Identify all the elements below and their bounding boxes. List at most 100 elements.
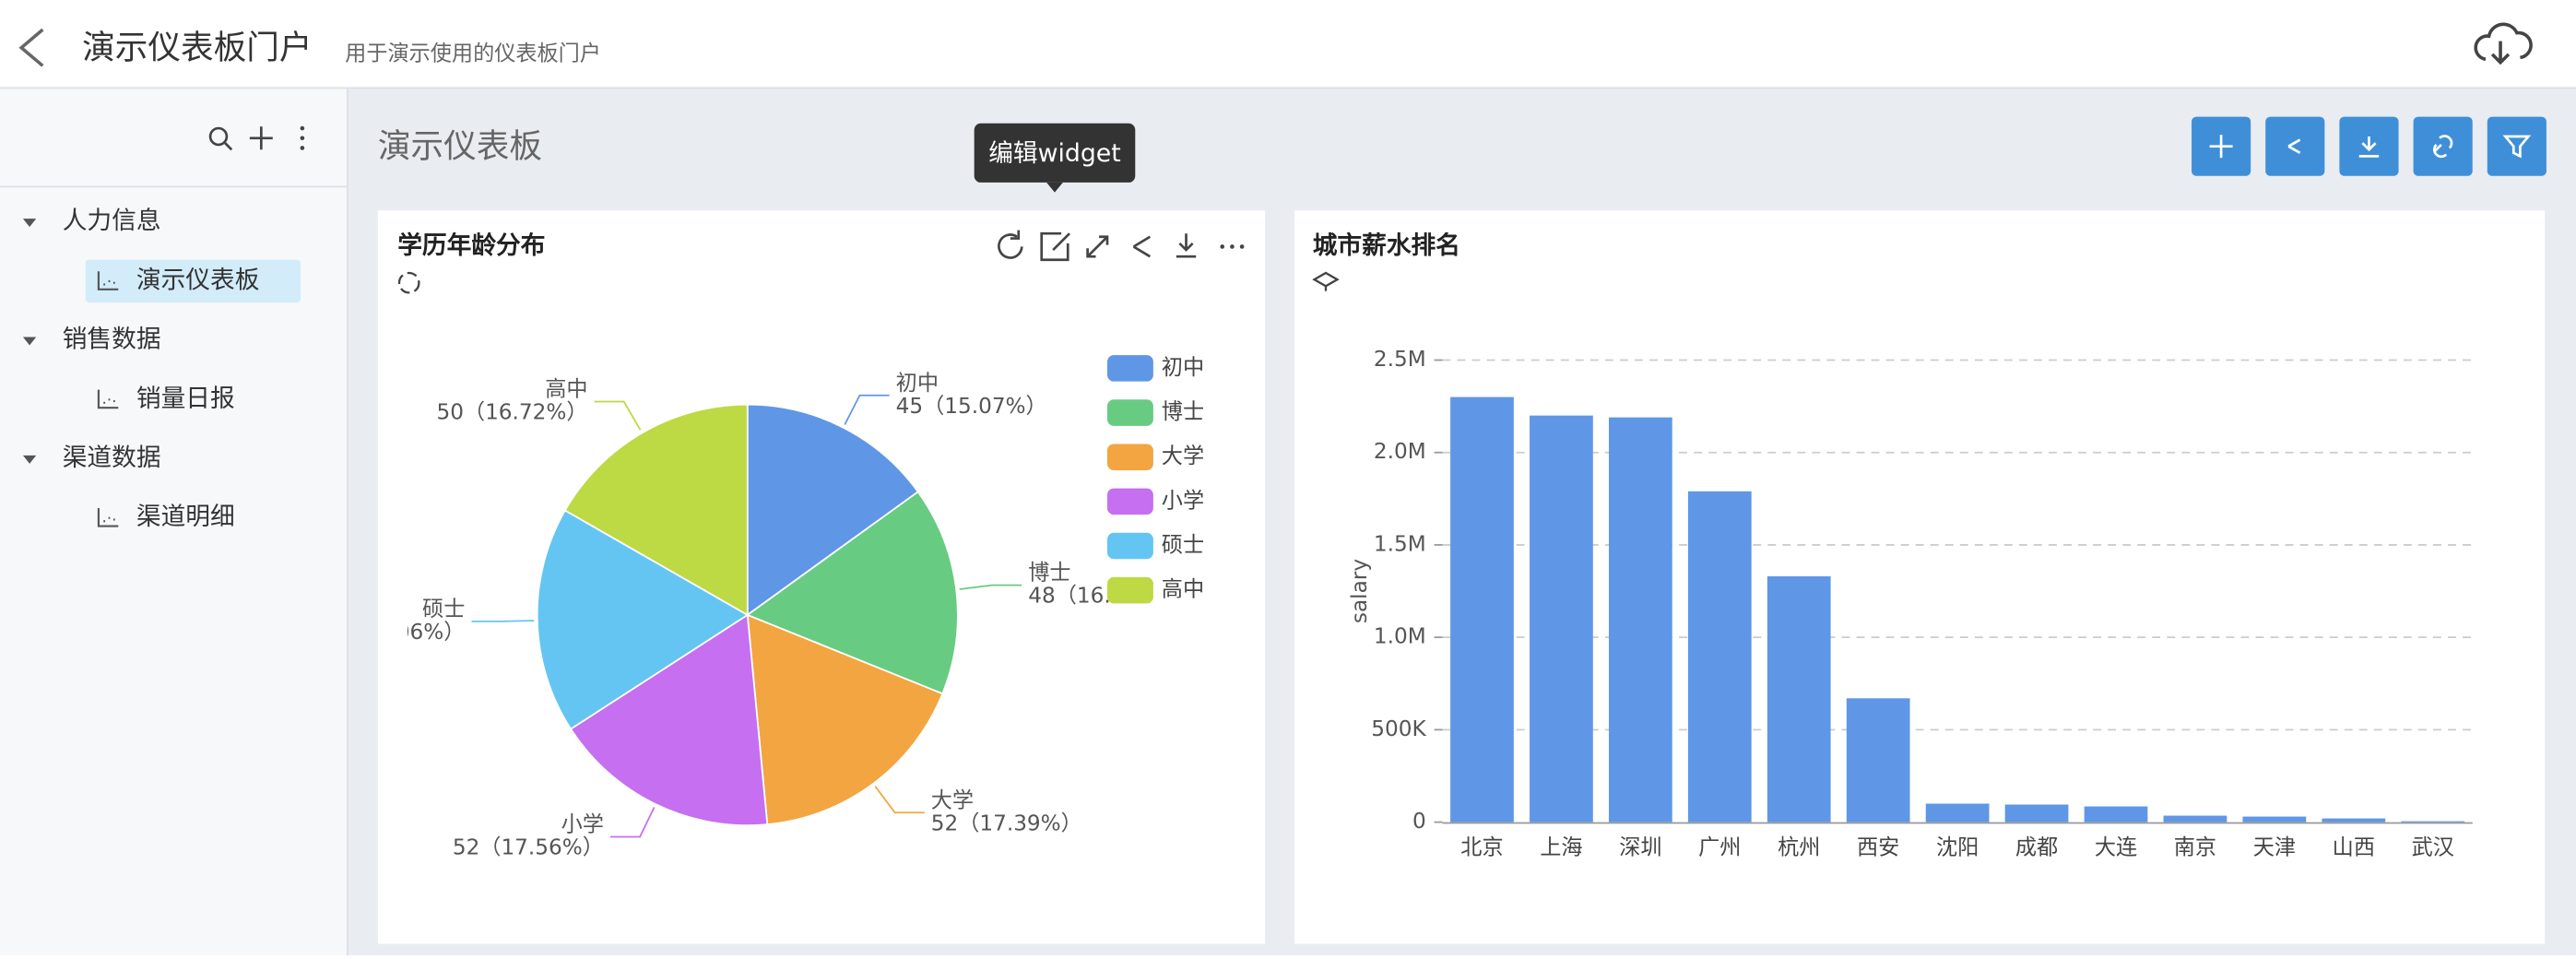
dashboard-title: 演示仪表板 xyxy=(378,127,542,165)
search-icon[interactable] xyxy=(208,126,229,147)
y-tick-label: 2.0M xyxy=(1374,439,1426,464)
bar xyxy=(2163,815,2227,823)
leader-line xyxy=(874,786,925,814)
bar xyxy=(1530,415,1593,823)
legend-label[interactable]: 大学 xyxy=(1162,444,1204,468)
legend-label[interactable]: 小学 xyxy=(1162,488,1204,513)
more-icon[interactable] xyxy=(300,125,305,150)
legend-label[interactable]: 高中 xyxy=(1162,577,1204,602)
group-label[interactable]: 人力信息 xyxy=(63,207,161,235)
bar xyxy=(1687,491,1752,823)
add-icon[interactable] xyxy=(249,126,273,150)
bar xyxy=(2242,816,2307,823)
pie-slice xyxy=(746,613,944,826)
leader-line xyxy=(844,394,890,425)
pie-slice xyxy=(569,613,769,826)
x-tick-label: 深圳 xyxy=(1619,835,1661,860)
expand-arrow[interactable] xyxy=(22,455,37,464)
item-label[interactable]: 演示仪表板 xyxy=(136,266,260,294)
download-cloud[interactable] xyxy=(2474,22,2533,65)
sidebar xyxy=(0,89,347,955)
legend-swatch[interactable] xyxy=(1106,399,1153,426)
bar xyxy=(1846,698,1910,823)
legend-label[interactable]: 初中 xyxy=(1162,355,1204,380)
slice-value-label: 06%） xyxy=(396,620,466,645)
x-tick-label: 大连 xyxy=(2095,835,2137,860)
bar xyxy=(2401,821,2465,823)
y-axis-label: salary xyxy=(1347,559,1372,623)
pie-labels: 初中45（15.07%）博士48（16.2大学52（17.39%）小学52（17… xyxy=(396,371,1125,860)
more-icon[interactable] xyxy=(1220,244,1245,249)
bar xyxy=(1450,397,1514,823)
toolbar-button[interactable] xyxy=(2413,116,2473,176)
slice-label: 小学 xyxy=(561,812,604,837)
slice-value-label: 50（16.72%） xyxy=(436,399,587,424)
x-tick-label: 上海 xyxy=(1540,835,1582,860)
leader-line xyxy=(959,584,1022,590)
refresh-icon[interactable] xyxy=(998,230,1023,259)
item-label[interactable]: 销量日报 xyxy=(136,385,235,413)
group-label[interactable]: 渠道数据 xyxy=(63,444,161,472)
back-button[interactable] xyxy=(18,28,44,67)
x-tick-label: 西安 xyxy=(1857,835,1899,860)
slice-value-label: 52（17.56%） xyxy=(453,835,604,860)
toolbar-icon xyxy=(2433,135,2453,159)
toolbar-button[interactable] xyxy=(2265,116,2325,176)
bar xyxy=(2322,818,2386,823)
bar xyxy=(2004,804,2069,823)
x-tick-label: 成都 xyxy=(2015,835,2058,860)
legend-swatch[interactable] xyxy=(1106,355,1153,382)
tooltip-text: 编辑widget xyxy=(988,139,1121,168)
header xyxy=(0,0,2576,88)
tooltip: 编辑widget xyxy=(974,123,1136,193)
share-icon[interactable] xyxy=(1132,235,1152,258)
legend-swatch[interactable] xyxy=(1106,532,1153,560)
download-icon[interactable] xyxy=(1176,233,1197,258)
slice-label: 高中 xyxy=(545,377,587,402)
chart-type-icon xyxy=(397,271,420,294)
y-tick-label: 500K xyxy=(1371,716,1426,741)
slice-label: 初中 xyxy=(896,371,939,396)
legend-swatch[interactable] xyxy=(1106,576,1153,604)
x-tick-label: 广州 xyxy=(1698,835,1741,860)
slice-label: 硕士 xyxy=(422,597,465,622)
leader-line xyxy=(609,807,656,838)
legend-label[interactable]: 博士 xyxy=(1162,399,1204,424)
toolbar-button[interactable] xyxy=(2487,116,2546,176)
legend-swatch[interactable] xyxy=(1106,444,1153,470)
x-tick-label: 杭州 xyxy=(1778,835,1820,860)
toolbar-icon xyxy=(2358,136,2380,158)
bar xyxy=(1767,576,1831,823)
header-subtitle: 用于演示使用的仪表板门户 xyxy=(345,41,601,65)
x-tick-label: 山西 xyxy=(2333,835,2375,860)
selected-item-bg xyxy=(85,259,301,303)
expand-arrow[interactable] xyxy=(22,219,37,228)
legend-swatch[interactable] xyxy=(1106,488,1153,515)
search-icon-handle xyxy=(224,142,233,151)
item-icon xyxy=(97,271,119,290)
y-tick-label: 1.5M xyxy=(1374,531,1426,556)
x-tick-label: 天津 xyxy=(2253,835,2296,860)
pie-slice xyxy=(745,491,959,695)
widget-title: 城市薪水排名 xyxy=(1313,231,1460,260)
y-tick-label: 1.0M xyxy=(1374,624,1426,649)
leader-line xyxy=(594,400,642,431)
slice-label: 博士 xyxy=(1028,561,1070,586)
y-tick-label: 0 xyxy=(1412,809,1426,834)
slice-value-label: 45（15.07%） xyxy=(896,394,1047,419)
edit-icon[interactable] xyxy=(1040,231,1070,262)
toolbar-icon xyxy=(2209,135,2233,159)
bar xyxy=(2084,806,2148,823)
leader-line xyxy=(471,620,535,622)
expand-arrow[interactable] xyxy=(22,337,37,346)
x-tick-label: 南京 xyxy=(2174,835,2216,860)
fullscreen-icon[interactable] xyxy=(1086,235,1109,258)
x-tick-label: 武汉 xyxy=(2412,835,2454,860)
slice-label: 大学 xyxy=(931,787,974,812)
item-label[interactable]: 渠道明细 xyxy=(136,503,235,531)
group-label[interactable]: 销售数据 xyxy=(63,326,161,354)
y-tick-label: 2.5M xyxy=(1374,347,1426,372)
legend-label[interactable]: 硕士 xyxy=(1162,532,1204,557)
